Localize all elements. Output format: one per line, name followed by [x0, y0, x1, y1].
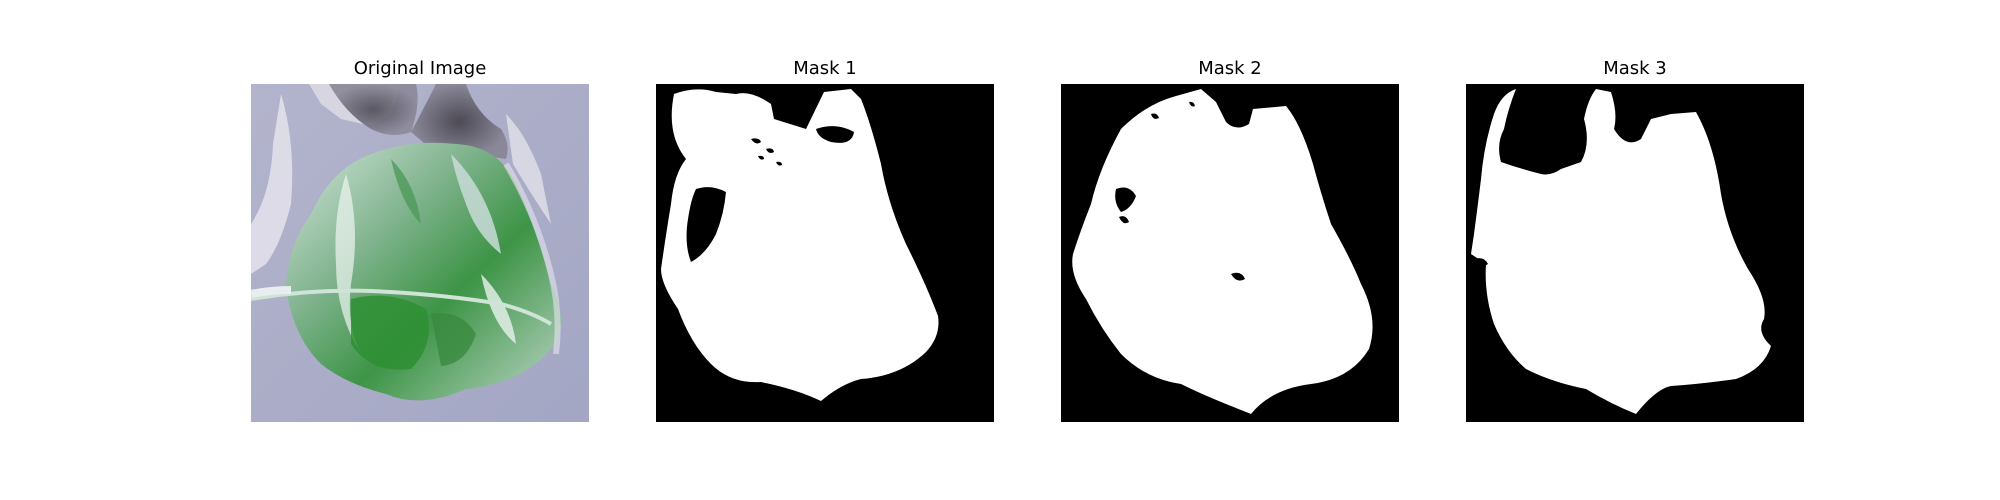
original-image-panel [251, 84, 589, 422]
mask-1-panel [656, 84, 994, 422]
mask-3-image [1466, 84, 1804, 422]
mask-3-title: Mask 3 [1466, 58, 1804, 80]
mask-3-panel [1466, 84, 1804, 422]
mask-1-title: Mask 1 [656, 58, 994, 80]
original-image-title: Original Image [251, 58, 589, 80]
leaf-photo [251, 84, 589, 422]
mask-2-title: Mask 2 [1061, 58, 1399, 80]
mask-1-image [656, 84, 994, 422]
mask-2-image [1061, 84, 1399, 422]
mask-2-panel [1061, 84, 1399, 422]
